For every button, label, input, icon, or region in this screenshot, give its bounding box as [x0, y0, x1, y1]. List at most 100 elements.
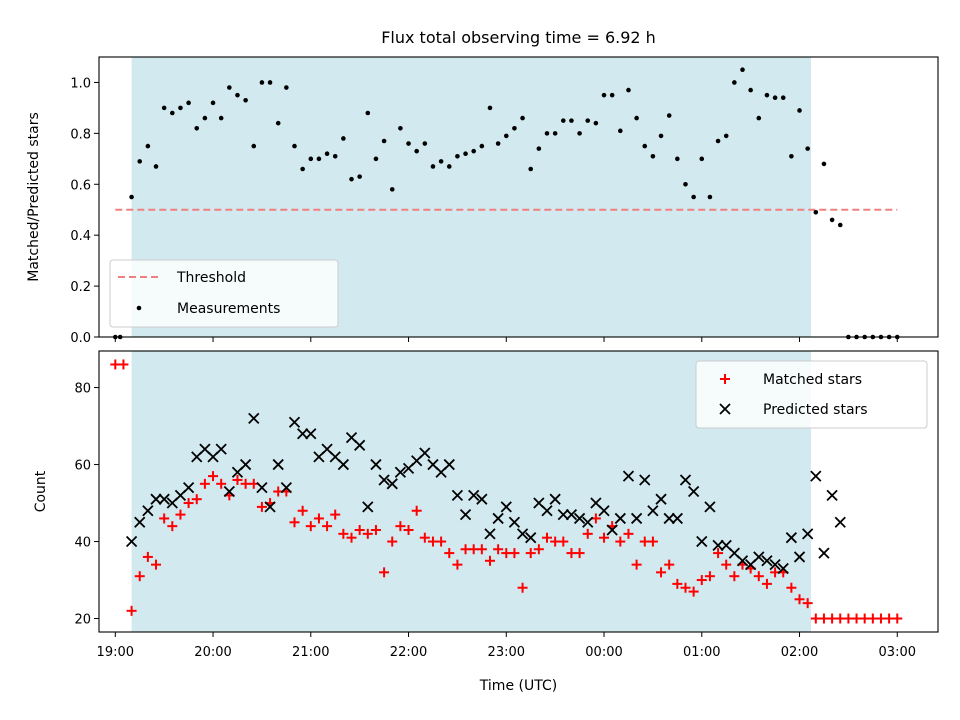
- measurement-point: [153, 164, 159, 169]
- matched-star-point: [476, 544, 487, 555]
- measurement-point: [544, 131, 550, 136]
- measurement-point: [389, 187, 395, 192]
- x-tick-label: 00:00: [585, 645, 622, 660]
- predicted-star-point: [639, 474, 651, 486]
- matched-star-point: [411, 505, 422, 516]
- matched-star-point: [509, 548, 520, 559]
- measurement-point: [422, 141, 428, 146]
- matched-star-point: [216, 478, 227, 489]
- measurement-point: [675, 156, 680, 162]
- measurement-point: [666, 113, 672, 118]
- predicted-star-point: [354, 439, 366, 451]
- matched-star-point: [444, 548, 455, 559]
- measurements-legend-swatch: [136, 305, 142, 311]
- matched-star-point: [696, 575, 707, 586]
- matched-star-point: [289, 517, 300, 528]
- matched-star-point: [167, 521, 178, 532]
- predicted-star-point: [704, 501, 716, 513]
- top-legend: Threshold Measurements: [109, 259, 339, 328]
- matched-star-point: [151, 559, 162, 570]
- predicted-star-point: [500, 501, 512, 513]
- measurement-point: [381, 138, 387, 144]
- predicted-star-point: [712, 539, 724, 552]
- predicted-star-point: [549, 493, 561, 505]
- bottom-legend-box: [695, 360, 928, 429]
- measurement-point: [780, 95, 786, 101]
- matched-star-point: [688, 586, 699, 597]
- predicted-star-point: [150, 493, 162, 505]
- measurement-point: [430, 164, 436, 169]
- top-y-tick-label: 0.6: [70, 178, 91, 193]
- predicted-star-point: [687, 485, 700, 498]
- measurement-point: [723, 133, 729, 139]
- top-y-axis-label: Matched/Predicted stars: [26, 112, 42, 282]
- predicted-star-point: [484, 528, 496, 540]
- predicted-star-point: [280, 482, 292, 494]
- measurement-point: [552, 131, 558, 136]
- predicted-star-point: [337, 458, 350, 471]
- measurement-point: [577, 131, 582, 136]
- predicted-star-point: [663, 512, 675, 525]
- measurement-point: [341, 136, 346, 141]
- bottom-panel: 20 40 60 80 19:00 20:00 21:00 22:00 23:00 00:00 0…: [33, 350, 939, 694]
- matched-star-point: [370, 524, 381, 535]
- measurement-point: [463, 151, 468, 157]
- matched-star-point: [191, 494, 202, 505]
- x-tick-label: 20:00: [194, 645, 231, 660]
- matched-star-point: [794, 594, 805, 605]
- measurement-point: [520, 115, 525, 121]
- measurement-point: [471, 148, 476, 154]
- measurement-point: [357, 174, 362, 179]
- bottom-axes-frame: [98, 350, 939, 633]
- top-axes-frame: [98, 56, 939, 338]
- matched-star-point: [664, 559, 675, 570]
- measurement-point: [634, 115, 639, 121]
- predicted-legend-label: Predicted stars: [763, 402, 868, 418]
- top-y-tick-label: 0.2: [70, 280, 91, 295]
- measurement-point: [528, 166, 534, 172]
- measurement-point: [324, 151, 330, 157]
- measurement-point: [235, 92, 240, 98]
- predicted-star-point: [802, 528, 814, 540]
- measurement-point: [699, 156, 705, 162]
- matched-star-point: [395, 521, 406, 532]
- measurement-point: [267, 80, 273, 85]
- top-panel: 0.0 0.2 0.4 0.6 0.8 1.0 Flux total observing …: [26, 28, 939, 346]
- predicted-star-point: [142, 505, 154, 517]
- measurement-point: [210, 100, 216, 106]
- matched-star-point: [574, 548, 585, 559]
- matched-star-point: [379, 567, 390, 578]
- matched-star-point: [346, 532, 357, 543]
- measurement-point: [373, 156, 379, 162]
- predicted-star-point: [451, 489, 464, 501]
- matched-star-point: [729, 571, 740, 582]
- predicted-star-point: [272, 458, 284, 471]
- matched-star-point: [892, 613, 903, 624]
- matched-star-point: [305, 521, 316, 532]
- measurement-point: [300, 166, 305, 172]
- measurement-point: [365, 110, 371, 116]
- matched-star-point: [680, 582, 691, 593]
- measurement-point: [772, 95, 778, 101]
- predicted-star-point: [394, 466, 407, 478]
- predicted-star-point: [573, 512, 586, 525]
- measurement-point: [161, 105, 167, 111]
- predicted-star-point: [753, 551, 765, 563]
- matched-star-point: [232, 474, 243, 485]
- matched-star-point: [183, 498, 194, 509]
- matched-star-point: [256, 501, 267, 512]
- measurement-point: [275, 120, 281, 126]
- matched-star-point: [623, 528, 634, 539]
- matched-star-point: [558, 536, 569, 547]
- matched-star-point: [118, 359, 129, 370]
- measurement-point: [243, 97, 248, 103]
- matched-star-point: [517, 582, 528, 593]
- x-tick-label: 03:00: [879, 645, 916, 660]
- measurement-point: [593, 120, 599, 126]
- matched-star-point: [142, 551, 153, 562]
- matched-star-point: [647, 536, 658, 547]
- top-y-tick-label: 0.8: [70, 127, 91, 142]
- measurement-point: [170, 110, 175, 116]
- predicted-star-point: [655, 493, 667, 505]
- measurement-point: [316, 156, 322, 162]
